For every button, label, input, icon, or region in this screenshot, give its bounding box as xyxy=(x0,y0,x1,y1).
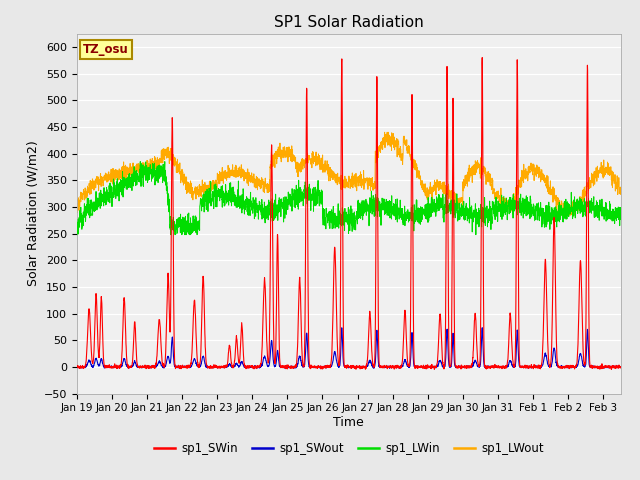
Legend: sp1_SWin, sp1_SWout, sp1_LWin, sp1_LWout: sp1_SWin, sp1_SWout, sp1_LWin, sp1_LWout xyxy=(149,437,548,460)
Y-axis label: Solar Radiation (W/m2): Solar Radiation (W/m2) xyxy=(26,141,40,287)
Title: SP1 Solar Radiation: SP1 Solar Radiation xyxy=(274,15,424,30)
Text: TZ_osu: TZ_osu xyxy=(83,43,129,56)
X-axis label: Time: Time xyxy=(333,416,364,429)
